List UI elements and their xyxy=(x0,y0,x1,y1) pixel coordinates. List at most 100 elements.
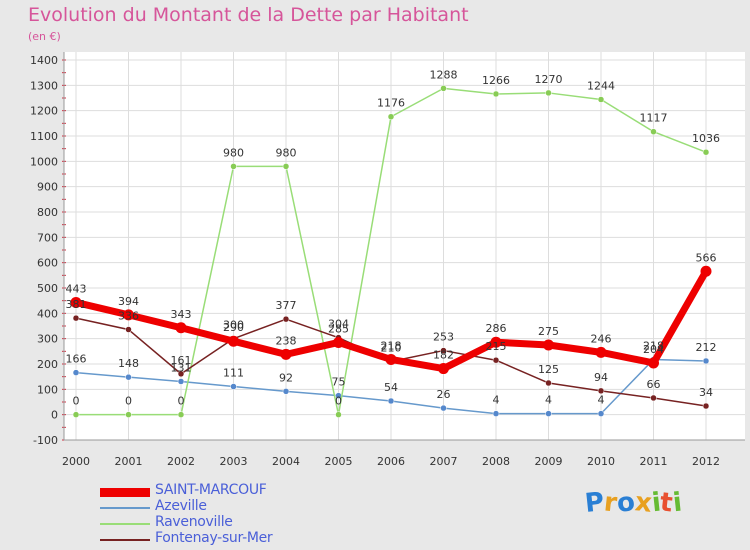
data-label: 275 xyxy=(538,325,559,338)
data-label: 66 xyxy=(647,378,661,391)
y-tick-label: 300 xyxy=(37,333,58,346)
data-label: 300 xyxy=(223,319,244,332)
data-label: 1266 xyxy=(482,74,510,87)
legend-swatch xyxy=(100,487,150,497)
data-point xyxy=(387,397,395,405)
y-tick-label: 200 xyxy=(37,358,58,371)
data-label: 92 xyxy=(279,371,293,384)
proxiti-logo: Proxiti xyxy=(583,487,684,519)
data-label: 218 xyxy=(643,339,664,352)
data-point xyxy=(492,410,500,417)
data-label: 148 xyxy=(118,357,139,370)
y-tick-label: 1200 xyxy=(30,105,58,118)
logo-letter: i xyxy=(671,487,684,519)
data-label: 1117 xyxy=(640,112,668,125)
legend-swatch xyxy=(100,539,150,541)
data-label: 161 xyxy=(171,354,192,367)
data-point xyxy=(177,370,185,378)
x-tick-label: 2007 xyxy=(430,455,458,468)
y-tick-label: 1100 xyxy=(30,130,58,143)
legend-label: SAINT-MARCOUF xyxy=(155,482,267,498)
plot-area xyxy=(64,52,745,440)
x-tick-label: 2006 xyxy=(377,455,405,468)
data-point xyxy=(650,128,657,135)
data-label: 125 xyxy=(538,363,559,376)
y-tick-label: 1400 xyxy=(30,54,58,67)
data-label: 290 xyxy=(223,321,244,334)
data-point xyxy=(125,411,132,418)
y-tick-label: 700 xyxy=(37,231,58,244)
x-tick-label: 2010 xyxy=(587,455,615,468)
y-tick-label: 1300 xyxy=(30,79,58,92)
data-point xyxy=(177,378,185,385)
data-point xyxy=(125,373,132,381)
data-point xyxy=(545,410,552,417)
data-point xyxy=(72,314,80,322)
data-point xyxy=(492,356,500,364)
data-point xyxy=(175,322,187,334)
data-label: 0 xyxy=(335,395,342,408)
data-label: 377 xyxy=(276,299,297,312)
y-tick-label: 400 xyxy=(37,307,58,320)
data-point xyxy=(387,113,395,120)
x-tick-label: 2012 xyxy=(692,455,720,468)
data-point xyxy=(597,96,605,103)
legend-item: Fontenay-sur-Mer xyxy=(100,530,400,548)
data-label: 0 xyxy=(73,395,80,408)
data-point xyxy=(230,383,237,390)
data-label: 394 xyxy=(118,295,139,308)
data-label: 980 xyxy=(223,146,244,159)
legend-swatch xyxy=(100,507,150,509)
legend-label: Azeville xyxy=(155,498,207,514)
data-point xyxy=(650,394,657,402)
data-label: 0 xyxy=(178,395,185,408)
x-tick-label: 2001 xyxy=(115,455,143,468)
data-label: 1288 xyxy=(430,68,458,81)
data-label: 566 xyxy=(696,251,717,264)
data-point xyxy=(72,369,80,376)
x-tick-label: 2011 xyxy=(640,455,668,468)
data-point xyxy=(333,336,344,348)
x-tick-label: 2004 xyxy=(272,455,300,468)
data-point xyxy=(545,89,552,97)
y-tick-label: -100 xyxy=(33,434,58,447)
data-point xyxy=(335,411,342,418)
data-label: 218 xyxy=(381,339,402,352)
data-point xyxy=(440,85,447,92)
legend-item: Ravenoville xyxy=(100,514,400,532)
data-label: 166 xyxy=(66,353,87,366)
data-label: 304 xyxy=(328,318,349,331)
x-tick-label: 2008 xyxy=(482,455,510,468)
data-point xyxy=(385,353,397,365)
data-point xyxy=(177,411,185,418)
x-tick-label: 2002 xyxy=(167,455,195,468)
x-tick-label: 2000 xyxy=(62,455,90,468)
data-label: 210 xyxy=(381,341,402,354)
data-point xyxy=(702,148,710,156)
data-point xyxy=(125,326,132,333)
data-label: 34 xyxy=(699,386,713,399)
data-point xyxy=(282,388,290,395)
data-point xyxy=(545,379,552,387)
y-tick-label: 800 xyxy=(37,206,58,219)
data-label: 285 xyxy=(328,322,349,335)
data-label: 26 xyxy=(437,388,451,401)
data-label: 1036 xyxy=(692,132,720,145)
data-label: 343 xyxy=(171,308,192,321)
data-label: 1270 xyxy=(535,73,563,86)
data-label: 286 xyxy=(486,322,507,335)
data-point xyxy=(648,357,659,369)
data-point xyxy=(492,90,500,98)
data-label: 1176 xyxy=(377,97,405,110)
data-point xyxy=(72,411,80,418)
data-label: 246 xyxy=(591,332,612,345)
data-label: 54 xyxy=(384,381,398,394)
legend-label: Fontenay-sur-Mer xyxy=(155,530,273,546)
y-tick-label: 1000 xyxy=(30,155,58,168)
data-point xyxy=(230,163,237,170)
data-label: 443 xyxy=(66,282,87,295)
x-tick-label: 2009 xyxy=(535,455,563,468)
data-label: 253 xyxy=(433,331,454,344)
